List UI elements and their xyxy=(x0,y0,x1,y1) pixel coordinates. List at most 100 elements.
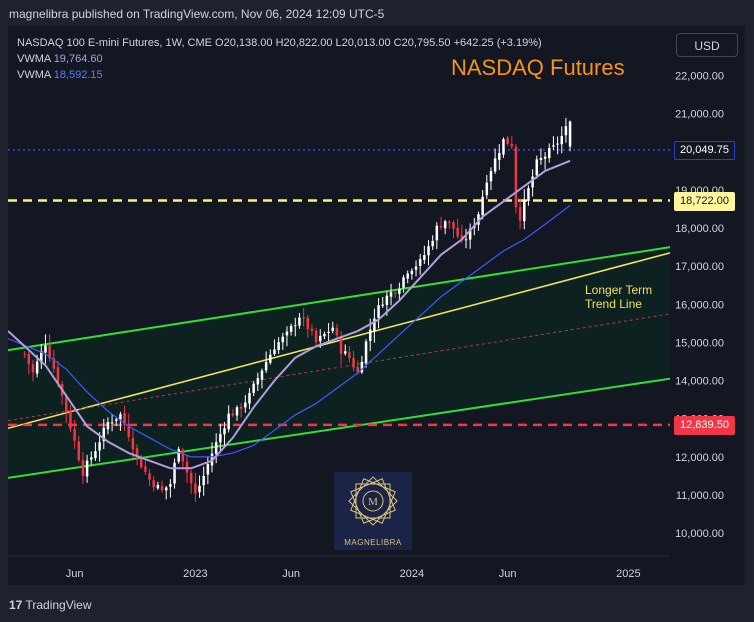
candle-body xyxy=(48,345,51,359)
candle-body xyxy=(119,414,122,420)
candle-body xyxy=(452,222,455,229)
candle-body xyxy=(543,156,547,159)
candle-body xyxy=(427,246,430,256)
candle-body xyxy=(31,364,35,373)
candle-body xyxy=(381,304,384,306)
currency-button[interactable]: USD xyxy=(676,33,738,57)
candle-body xyxy=(352,357,355,368)
candle-body xyxy=(156,484,160,489)
candle-body xyxy=(90,457,93,460)
candle-body xyxy=(73,428,76,441)
candle-body xyxy=(127,423,130,438)
y-tick-label: 18,000.00 xyxy=(675,223,724,235)
candle-body xyxy=(435,225,439,241)
price-chart[interactable]: Jun 2023 Jun 2024 Jun 2025 10,000.00 11,000.00 1… xyxy=(8,26,745,585)
candle-body xyxy=(527,188,530,202)
vwma-slow-label: VWMA xyxy=(17,69,51,81)
tradingview-icon: 17 xyxy=(9,598,23,612)
candle-body xyxy=(202,475,205,486)
candle-body xyxy=(335,328,339,336)
logo-emblem-icon: M xyxy=(348,476,398,526)
y-tick-label: 15,000.00 xyxy=(675,337,724,349)
candle-body xyxy=(23,353,26,355)
candle-body xyxy=(493,158,497,172)
candle-body xyxy=(548,148,551,159)
candle-body xyxy=(65,395,68,413)
candle-body xyxy=(135,448,139,456)
price-tag: 18,722.00 xyxy=(674,191,735,211)
candle-body xyxy=(152,480,155,488)
candle-body xyxy=(531,176,534,188)
candle-body xyxy=(443,221,447,229)
vwma-fast-label: VWMA xyxy=(17,53,51,65)
candle-body xyxy=(477,214,480,225)
header-bar: magnelibra published on TradingView.com,… xyxy=(0,0,754,26)
candle-body xyxy=(44,345,47,353)
candle-body xyxy=(285,331,289,336)
candle-body xyxy=(414,266,418,270)
candle-body xyxy=(343,351,347,354)
candle-body xyxy=(27,353,31,364)
candle-body xyxy=(485,182,489,196)
candle-body xyxy=(219,433,222,443)
y-tick-label: 21,000.00 xyxy=(675,109,724,121)
candle-body xyxy=(418,259,422,266)
candle-body xyxy=(306,317,310,330)
candle-body xyxy=(264,361,268,371)
footer-bar: 17 TradingView xyxy=(0,585,754,622)
candle-body xyxy=(402,277,405,288)
channel-fill xyxy=(8,247,670,478)
candle-body xyxy=(106,422,110,430)
x-tick-label: 2024 xyxy=(400,568,424,580)
x-tick-label: Jun xyxy=(66,568,84,580)
candle-body xyxy=(319,335,322,342)
candle-body xyxy=(464,239,468,241)
candle-body xyxy=(294,325,297,327)
candle-body xyxy=(160,486,164,491)
candle-body xyxy=(194,483,197,494)
candle-body xyxy=(102,427,106,442)
candle-body xyxy=(489,171,493,182)
candle-body xyxy=(198,485,201,493)
candle-body xyxy=(139,456,143,468)
candle-body xyxy=(269,354,272,363)
publish-info: magnelibra published on TradingView.com,… xyxy=(9,7,385,21)
candle-body xyxy=(40,351,43,363)
candle-body xyxy=(368,329,372,341)
y-tick-label: 12,000.00 xyxy=(675,452,724,464)
chart-legend: NASDAQ 100 E-mini Futures, 1W, CME O20,1… xyxy=(17,35,542,83)
candle-body xyxy=(523,199,526,222)
candle-body xyxy=(298,317,301,326)
candle-body xyxy=(314,330,318,343)
candle-body xyxy=(177,448,180,462)
trend-line xyxy=(8,252,671,430)
chart-area[interactable]: Jun 2023 Jun 2024 Jun 2025 10,000.00 11,000.00 1… xyxy=(8,26,745,585)
candle-body xyxy=(214,442,218,454)
candle-body xyxy=(410,270,414,275)
candle-body xyxy=(223,428,226,435)
candle-body xyxy=(227,413,230,430)
trend-line-annotation: Longer Term Trend Line xyxy=(585,283,653,311)
y-tick-label: 11,000.00 xyxy=(676,490,724,502)
x-tick-label: 2023 xyxy=(183,568,207,580)
vwma-fast-value: 19,764.60 xyxy=(53,53,103,65)
candle-body xyxy=(123,413,126,425)
symbol-line: NASDAQ 100 E-mini Futures, 1W, CME O20,1… xyxy=(17,37,542,49)
candle-body xyxy=(560,136,563,145)
tradingview-logo[interactable]: 17 TradingView xyxy=(9,598,92,612)
candle-body xyxy=(406,273,409,279)
vwma-slow-value: 18,592.15 xyxy=(53,69,103,81)
candle-body xyxy=(148,473,151,480)
candle-body xyxy=(460,235,464,240)
candle-body xyxy=(439,225,443,228)
candle-body xyxy=(510,143,514,147)
y-tick-label: 17,000.00 xyxy=(675,261,724,273)
candle-body xyxy=(244,402,247,408)
candle-body xyxy=(164,487,168,491)
candle-body xyxy=(423,255,426,260)
channel-lower xyxy=(8,377,671,479)
candle-body xyxy=(377,305,380,318)
candle-body xyxy=(339,335,343,354)
candle-body xyxy=(356,367,359,373)
vwma-fast-line xyxy=(8,159,571,470)
